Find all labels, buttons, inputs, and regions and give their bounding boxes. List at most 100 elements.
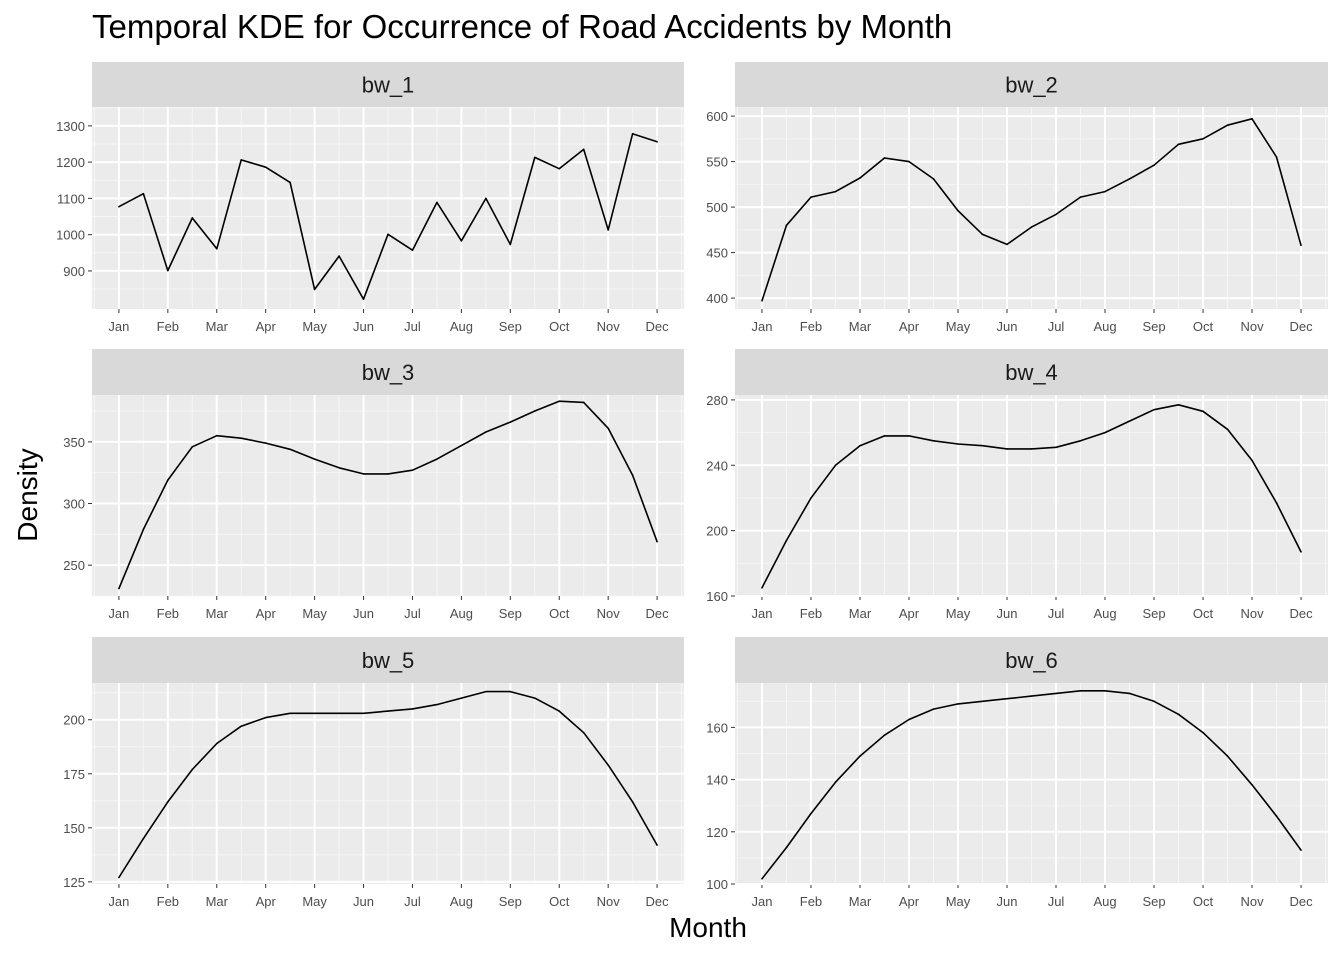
data-point <box>460 240 463 242</box>
x-tick-label: Apr <box>256 319 277 334</box>
data-point <box>1226 124 1229 126</box>
data-point <box>118 876 120 879</box>
data-point <box>142 528 145 531</box>
y-tick-label: 140 <box>706 773 728 788</box>
x-tick-label: May <box>302 894 327 909</box>
data-point <box>387 710 389 712</box>
x-tick-label: Dec <box>1289 894 1313 909</box>
data-point <box>582 731 585 734</box>
x-tick-label: Jul <box>404 606 421 621</box>
x-tick-label: Feb <box>800 894 822 909</box>
data-point <box>1251 784 1253 786</box>
x-tick-label: Jan <box>108 894 129 909</box>
x-tick-label: Jan <box>751 606 772 621</box>
x-tick-label: Sep <box>1142 894 1165 909</box>
facet-panel-2: bw_2 Jan Feb Mar Apr May Jun Jul Aug Sep Oct Nov Dec… <box>706 62 1328 334</box>
x-tick-label: Mar <box>206 606 229 621</box>
x-tick-label: Aug <box>1093 319 1116 334</box>
x-tick-label: Mar <box>206 894 229 909</box>
data-point <box>1177 143 1180 146</box>
x-tick-label: Jun <box>353 606 374 621</box>
x-tick-label: Apr <box>899 894 920 909</box>
x-tick-label: Dec <box>1289 319 1313 334</box>
data-point <box>631 133 634 135</box>
x-tick-label: Nov <box>597 894 621 909</box>
x-tick-label: Oct <box>549 894 570 909</box>
facet-panel-6: bw_6 Jan Feb Mar Apr May Jun Jul Aug Sep Oct Nov Dec… <box>706 637 1328 909</box>
y-tick-label: 250 <box>63 558 85 573</box>
data-point <box>810 196 812 198</box>
y-tick-label: 120 <box>706 825 728 840</box>
data-point <box>411 708 414 710</box>
x-tick-label: Jul <box>404 319 421 334</box>
data-point <box>859 755 861 757</box>
y-tick-label: 450 <box>706 246 728 261</box>
x-tick-label: Sep <box>499 894 522 909</box>
y-tick-label: 550 <box>706 155 728 170</box>
data-point <box>1055 692 1057 695</box>
facet-panel-5: bw_5 Jan Feb Mar Apr May Jun Jul Aug Sep Oct Nov Dec… <box>63 637 684 909</box>
facet-strip <box>92 637 684 683</box>
data-point <box>215 434 218 437</box>
y-tick-label: 160 <box>706 589 728 604</box>
data-point <box>1079 196 1082 198</box>
facet-strip <box>92 349 684 395</box>
chart-title: Temporal KDE for Occurrence of Road Acci… <box>92 8 953 45</box>
y-tick-label: 600 <box>706 109 728 124</box>
y-tick-label: 150 <box>63 821 85 836</box>
x-tick-label: Oct <box>1193 894 1214 909</box>
data-point <box>1153 700 1155 703</box>
facet-panel-3: bw_3 Jan Feb Mar Apr May Jun Jul Aug Sep Oct Nov Dec… <box>63 349 684 621</box>
data-point <box>436 458 438 460</box>
y-tick-label: 175 <box>63 767 85 782</box>
data-point <box>1153 408 1155 411</box>
data-point <box>1300 551 1302 553</box>
data-point <box>1202 138 1204 140</box>
data-point <box>411 469 414 472</box>
x-tick-label: Aug <box>450 894 473 909</box>
data-point <box>883 734 886 737</box>
data-point <box>558 400 561 402</box>
data-point <box>191 217 194 219</box>
data-point <box>240 437 243 439</box>
data-point <box>932 439 935 442</box>
data-point <box>957 443 959 445</box>
y-tick-label: 1000 <box>56 228 85 243</box>
x-tick-label: Apr <box>899 319 920 334</box>
data-point <box>191 445 194 448</box>
data-point <box>1030 448 1033 450</box>
facet-panel-4: bw_4 Jan Feb Mar Apr May Jun Jul Aug Sep Oct Nov Dec… <box>706 349 1328 621</box>
x-tick-label: Jul <box>1048 319 1065 334</box>
x-tick-label: Oct <box>549 319 570 334</box>
data-point <box>932 178 935 180</box>
data-point <box>167 801 169 803</box>
data-point <box>338 466 340 469</box>
x-tick-label: Feb <box>157 319 179 334</box>
data-point <box>533 156 536 159</box>
x-tick-label: Nov <box>1240 894 1264 909</box>
data-point <box>1177 713 1180 716</box>
y-tick-label: 350 <box>63 435 85 450</box>
data-point <box>834 190 837 193</box>
x-tick-label: Mar <box>206 319 229 334</box>
data-point <box>1128 692 1131 695</box>
x-tick-label: Jun <box>997 894 1018 909</box>
x-tick-label: Aug <box>450 319 473 334</box>
x-tick-label: Oct <box>549 606 570 621</box>
x-tick-label: Feb <box>800 319 822 334</box>
data-point <box>957 703 959 705</box>
data-point <box>582 148 585 151</box>
x-axis-label: Month <box>669 912 747 943</box>
x-tick-label: Apr <box>256 606 277 621</box>
data-point <box>981 233 984 236</box>
x-tick-label: Dec <box>646 319 670 334</box>
data-point <box>1202 731 1204 734</box>
y-tick-label: 100 <box>706 877 728 892</box>
data-point <box>810 497 812 499</box>
data-point <box>1104 190 1106 193</box>
data-point <box>1128 178 1131 180</box>
data-point <box>1251 118 1253 120</box>
data-point <box>932 708 935 710</box>
x-tick-label: Jan <box>108 319 129 334</box>
